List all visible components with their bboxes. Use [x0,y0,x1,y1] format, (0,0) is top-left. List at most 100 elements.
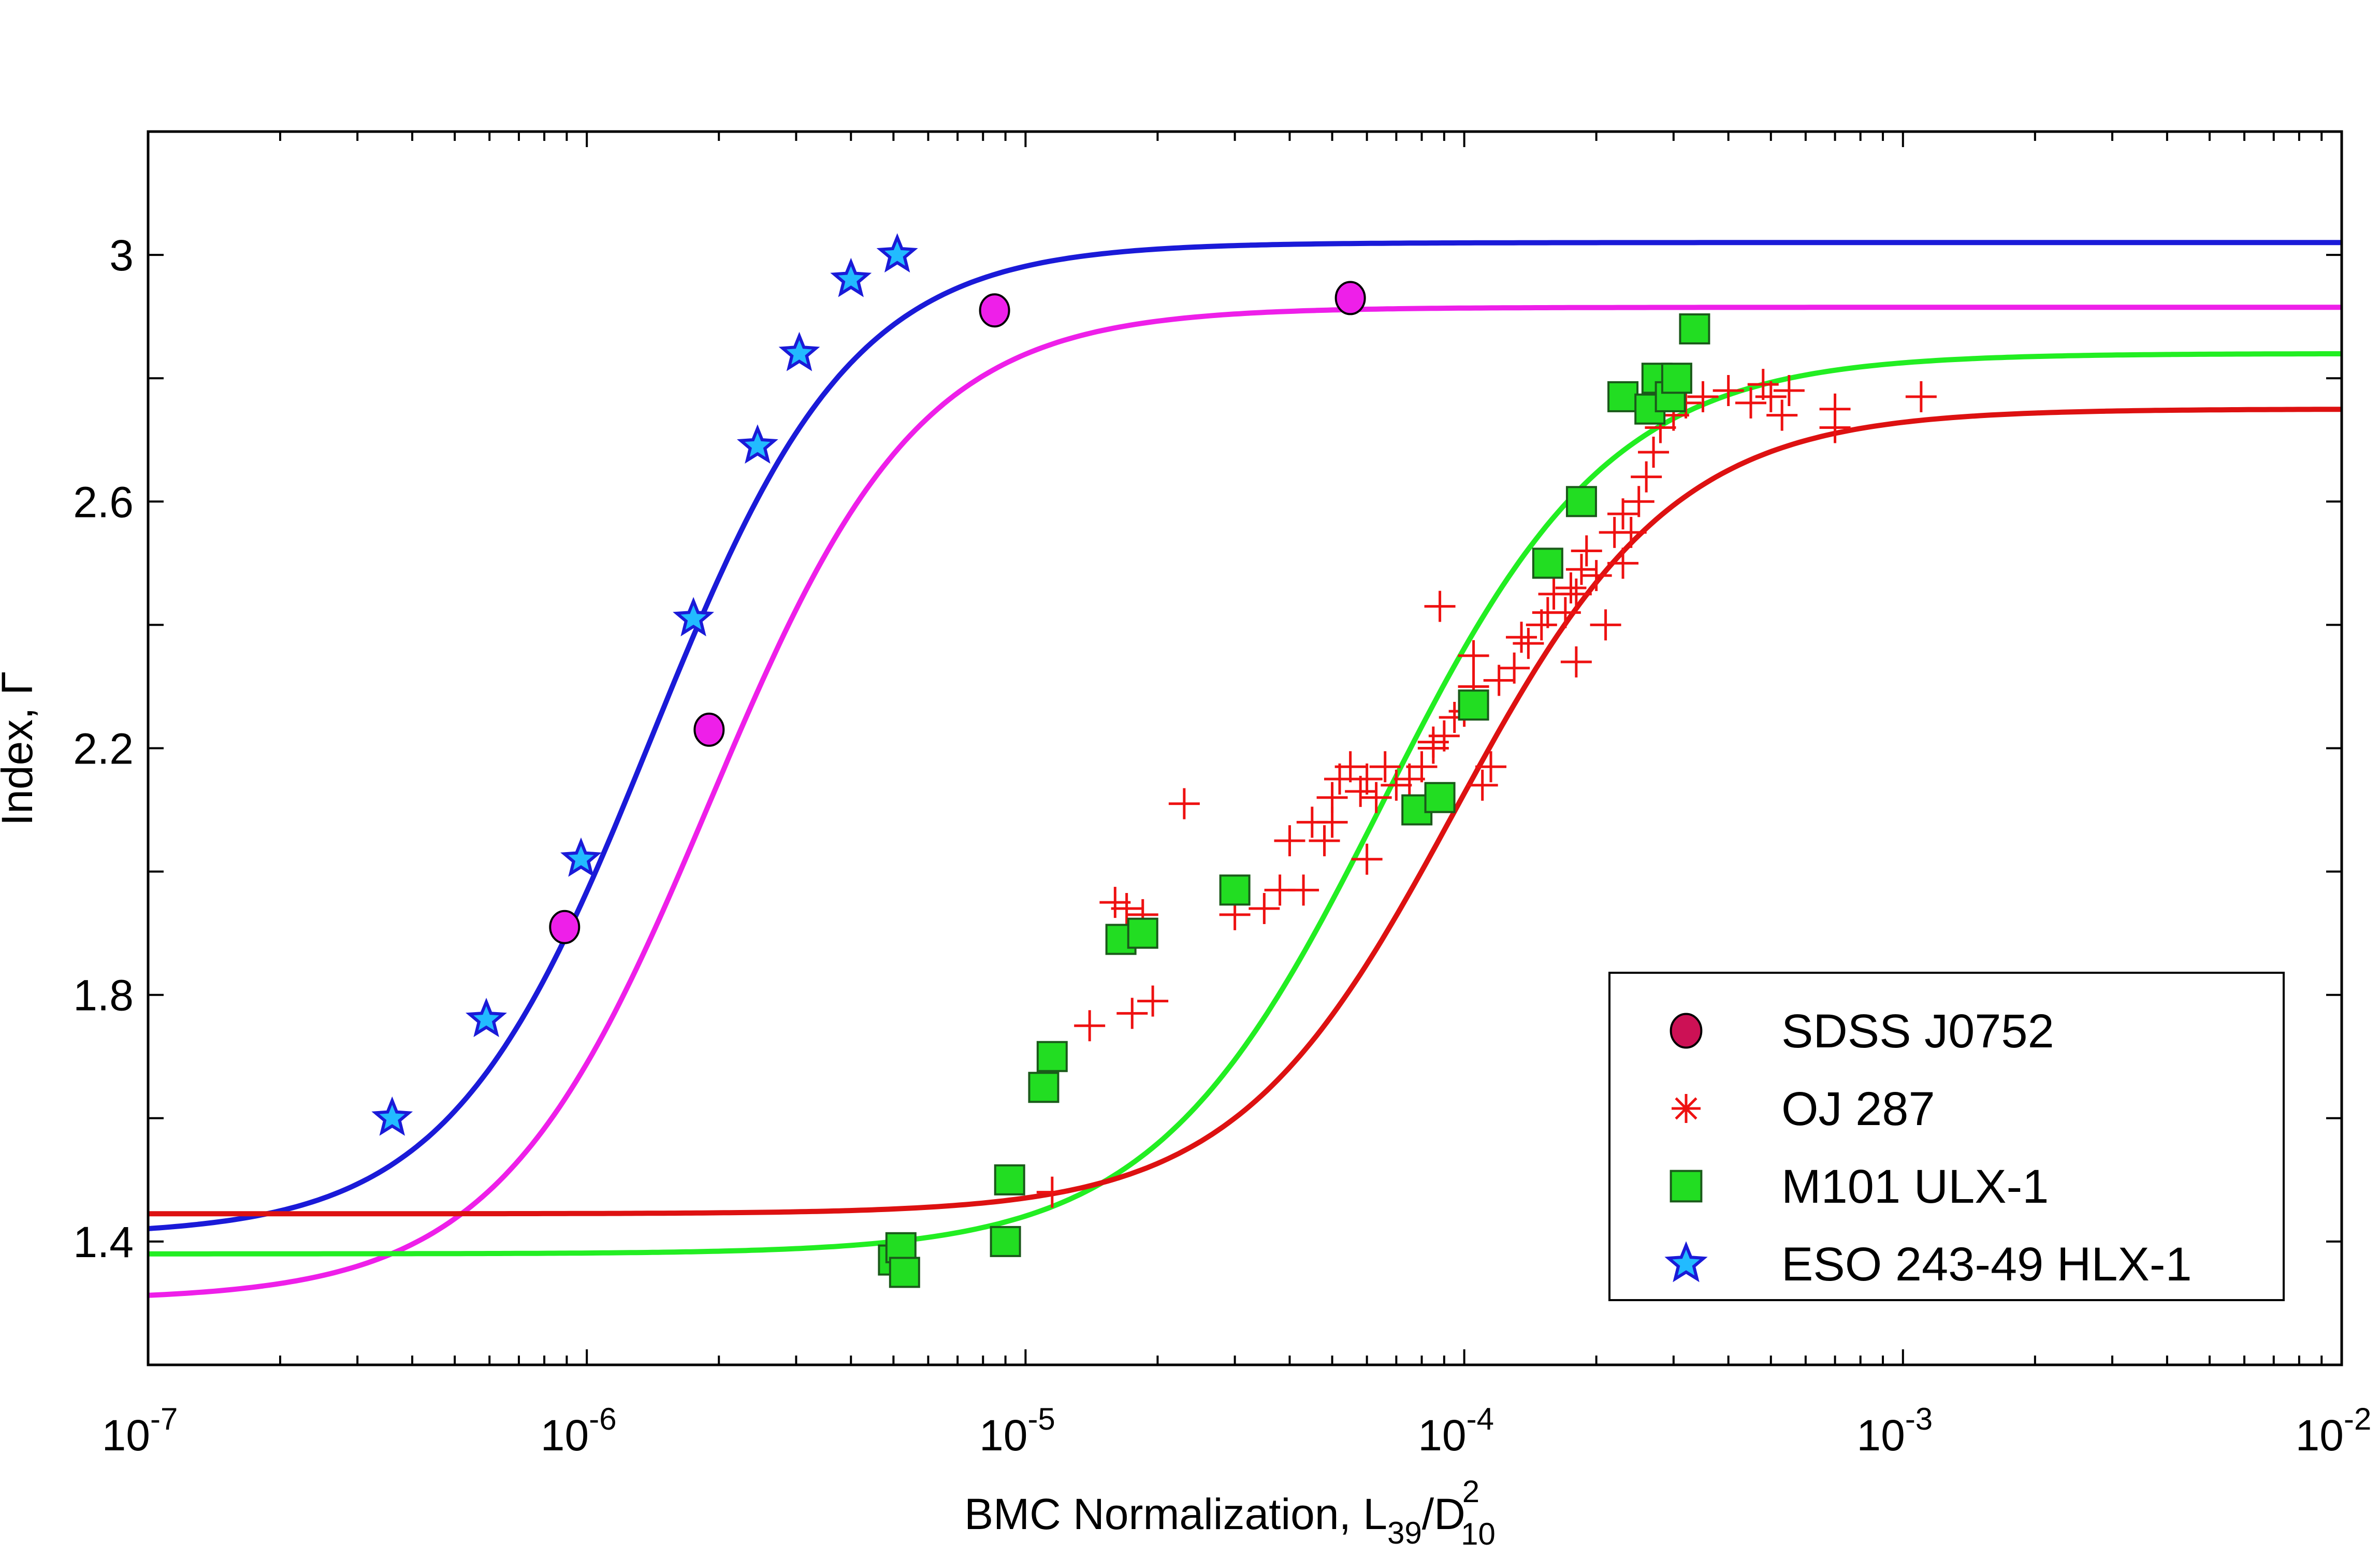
x-tick-label: 10-7 [102,1402,178,1460]
fit-curves [148,240,2342,1298]
data-point-star [876,233,918,273]
data-point-plus [1116,998,1148,1029]
x-tick-labels: 10-7 10-6 10-5 10-4 10-3 10-2 [102,1402,2372,1460]
legend-marker-asterisk [1672,1094,1701,1123]
data-point-plus [1499,652,1530,684]
data-point-plus [1249,893,1280,925]
data-point-star [673,597,715,637]
data-point-plus [1735,387,1767,419]
data-point-plus [1565,554,1597,585]
data-points [371,233,1937,1288]
data-point-square [1607,381,1639,412]
y-axis-label: Index, Γ [0,671,41,826]
plot-frame [147,130,2343,1366]
y-tick-label: 3 [109,231,134,280]
data-point-plus [1288,874,1319,906]
data-point-plus [1369,751,1401,783]
data-point-circle [979,293,1010,328]
data-point-square [889,1257,920,1288]
data-point-plus [1607,498,1639,530]
data-point-plus [1638,437,1670,468]
data-point-star [371,1096,413,1136]
data-point-circle [693,712,725,747]
data-point-plus [1309,825,1340,857]
data-point-plus [1351,763,1383,795]
y-tick-label: 1.4 [73,1218,134,1266]
data-point-plus [1036,1176,1068,1208]
data-point-circle [549,910,581,944]
data-point-plus [1394,763,1425,795]
data-point-star [830,257,872,297]
data-point-square [994,1164,1025,1195]
data-point-plus [1334,751,1366,783]
data-point-square [1028,1072,1060,1103]
data-point-square [1127,917,1158,949]
legend-box [1608,972,2285,1301]
fit-curve [148,240,2342,1231]
axis-ticks [148,132,2342,1365]
data-point-plus [1351,843,1383,875]
data-point-plus [1506,622,1537,653]
data-point-square [1532,548,1563,579]
x-tick-label: 10-5 [979,1402,1055,1460]
data-point-square [990,1226,1021,1257]
y-tick-label: 2.2 [73,725,134,773]
x-tick-label: 10-4 [1418,1402,1494,1460]
data-point-plus [1755,381,1787,412]
data-point-plus [1406,751,1438,783]
legend-markers [1664,1013,1708,1283]
data-point-plus [1580,560,1612,592]
data-point-plus [1687,381,1719,412]
data-point-plus [1766,399,1798,431]
legend-label-m101: M101 ULX-1 [1781,1160,2049,1213]
x-tick-label: 10-6 [541,1402,617,1460]
data-point-plus [1381,769,1412,801]
data-point-plus [1274,825,1305,857]
data-point-plus [1631,461,1662,493]
data-point-plus [1316,806,1348,838]
data-point-square [1219,874,1251,906]
data-point-plus [1467,769,1498,801]
x-tick-label: 10-2 [2296,1402,2372,1460]
legend-marker-square [1670,1170,1703,1203]
data-point-plus [1905,381,1937,412]
data-point-plus [1424,590,1456,622]
data-point-plus [1607,548,1639,579]
data-point-square [1565,486,1597,517]
data-point-plus [1560,646,1592,678]
fit-curve [148,407,2342,1217]
data-point-plus [1590,609,1621,641]
data-point-plus [1713,375,1744,407]
data-point-square [1679,313,1710,344]
data-point-star [737,424,778,464]
y-tick-labels: 1.4 1.8 2.2 2.6 3 [73,231,134,1266]
fit-curve [148,351,2342,1257]
legend-marker-circle [1670,1013,1703,1049]
data-point-star [560,837,602,877]
data-point-circle [1334,281,1366,315]
data-point-plus [1137,985,1169,1017]
x-axis-label: BMC Normalization, L39/D2 10 [964,1474,1496,1551]
fit-curve [148,305,2342,1298]
data-point-plus [1615,516,1647,548]
data-point-plus [1475,751,1507,783]
data-point-star [466,998,507,1038]
data-point-plus [1458,640,1489,671]
x-tick-label: 10-3 [1856,1402,1933,1460]
data-point-plus [1111,893,1142,925]
legend-label-sdss: SDSS J0752 [1781,1005,2054,1058]
data-point-plus [1168,788,1200,819]
data-point-plus [1555,572,1587,603]
data-point-plus [1345,775,1376,807]
data-point-plus [1513,628,1544,659]
data-point-plus [1819,412,1851,443]
data-point-plus [1623,486,1655,517]
data-point-star [778,332,820,371]
legend-label-hlx1: ESO 243-49 HLX-1 [1781,1238,2192,1291]
y-tick-label: 1.8 [73,971,134,1020]
data-point-plus [1571,535,1602,567]
data-point-plus [1560,578,1592,610]
y-tick-label: 2.6 [73,478,134,526]
data-point-square [1424,782,1456,813]
